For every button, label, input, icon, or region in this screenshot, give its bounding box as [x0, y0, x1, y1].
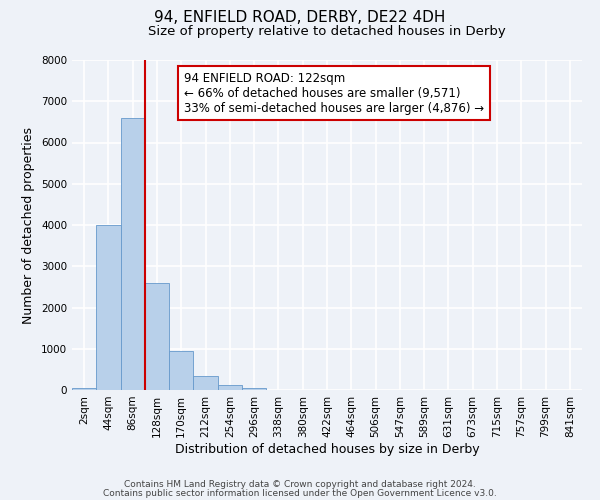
Bar — [121, 118, 145, 390]
Text: 94, ENFIELD ROAD, DERBY, DE22 4DH: 94, ENFIELD ROAD, DERBY, DE22 4DH — [154, 10, 446, 25]
Text: Contains HM Land Registry data © Crown copyright and database right 2024.: Contains HM Land Registry data © Crown c… — [124, 480, 476, 489]
Bar — [96, 225, 121, 390]
Bar — [218, 385, 242, 390]
X-axis label: Distribution of detached houses by size in Derby: Distribution of detached houses by size … — [175, 442, 479, 456]
Bar — [145, 283, 169, 390]
Text: Contains public sector information licensed under the Open Government Licence v3: Contains public sector information licen… — [103, 488, 497, 498]
Y-axis label: Number of detached properties: Number of detached properties — [22, 126, 35, 324]
Bar — [72, 388, 96, 390]
Text: 94 ENFIELD ROAD: 122sqm
← 66% of detached houses are smaller (9,571)
33% of semi: 94 ENFIELD ROAD: 122sqm ← 66% of detache… — [184, 72, 484, 114]
Bar — [193, 376, 218, 390]
Title: Size of property relative to detached houses in Derby: Size of property relative to detached ho… — [148, 25, 506, 38]
Bar — [242, 388, 266, 390]
Bar — [169, 351, 193, 390]
